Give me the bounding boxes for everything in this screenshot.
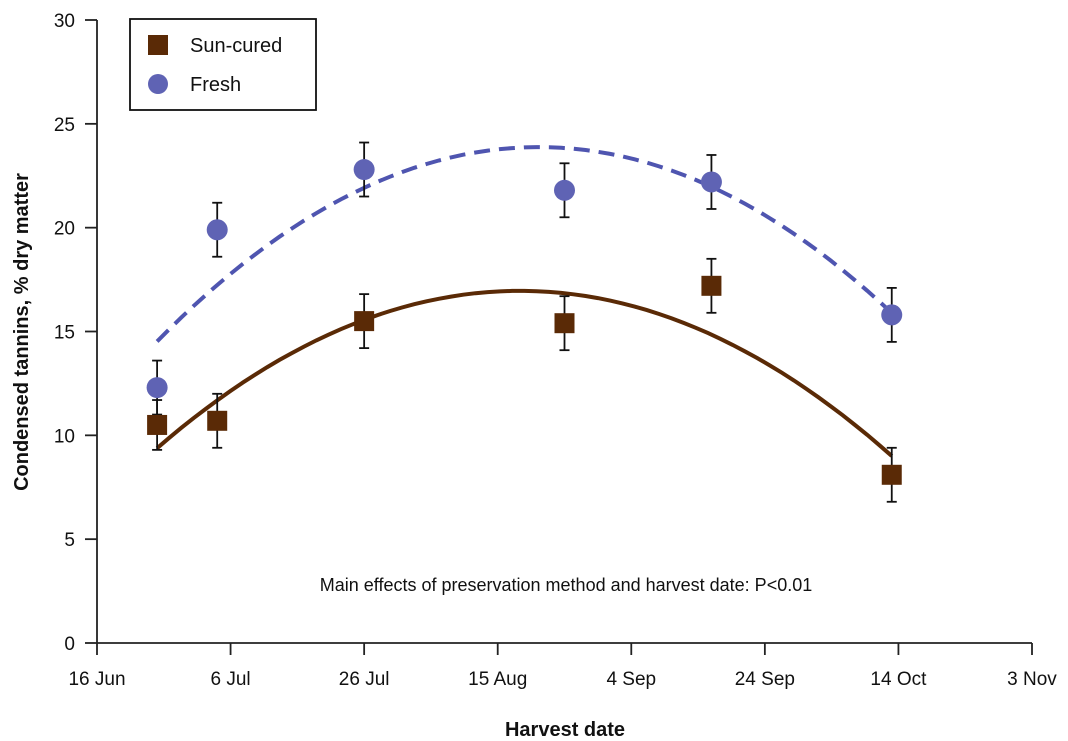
y-tick-label: 10 bbox=[54, 426, 75, 447]
data-point-sun-cured bbox=[147, 414, 168, 435]
x-tick-label: 4 Sep bbox=[606, 669, 656, 690]
y-tick-label: 20 bbox=[54, 219, 75, 240]
data-point-fresh bbox=[146, 377, 168, 399]
y-axis-title: Condensed tannins, % dry matter bbox=[11, 173, 33, 491]
legend-marker-fresh bbox=[148, 74, 168, 94]
x-tick-label: 14 Oct bbox=[870, 669, 927, 690]
y-tick-label: 25 bbox=[54, 115, 75, 136]
trend-line-fresh bbox=[155, 145, 894, 343]
data-point-fresh bbox=[206, 219, 228, 241]
data-point-sun-cured bbox=[701, 275, 722, 296]
x-ticks: 16 Jun 6 Jul 26 Jul 15 Aug 4 Sep 24 Sep 14 Oct… bbox=[68, 643, 1057, 690]
legend-label-sun-cured: Sun-cured bbox=[190, 35, 282, 57]
data-point-fresh bbox=[554, 179, 575, 201]
data-point-fresh bbox=[700, 171, 722, 193]
annotation: Main effects of preservation method and … bbox=[320, 575, 812, 595]
legend-marker-sun-cured bbox=[148, 35, 168, 55]
legend-label-fresh: Fresh bbox=[190, 74, 241, 96]
x-tick-label: 24 Sep bbox=[735, 669, 795, 690]
data-points bbox=[146, 159, 903, 485]
y-ticks: 0 5 10 15 20 25 30 bbox=[54, 11, 97, 655]
y-tick-label: 30 bbox=[54, 11, 75, 32]
y-tick-label: 5 bbox=[64, 530, 75, 551]
trend-line-sun-cured bbox=[155, 288, 894, 458]
data-point-sun-cured bbox=[207, 410, 228, 431]
x-tick-label: 3 Nov bbox=[1007, 669, 1057, 690]
x-tick-label: 15 Aug bbox=[468, 669, 527, 690]
y-tick-label: 0 bbox=[64, 634, 75, 655]
legend: Sun-cured Fresh bbox=[129, 18, 317, 111]
data-point-sun-cured bbox=[554, 313, 575, 334]
data-point-fresh bbox=[881, 304, 903, 326]
trend-lines bbox=[155, 145, 894, 458]
x-tick-label: 26 Jul bbox=[339, 669, 390, 690]
error-bars bbox=[152, 141, 897, 503]
y-tick-label: 15 bbox=[54, 323, 75, 344]
x-tick-label: 16 Jun bbox=[68, 669, 125, 690]
legend-box bbox=[129, 18, 317, 111]
data-point-fresh bbox=[353, 159, 375, 181]
data-point-sun-cured bbox=[354, 311, 375, 332]
data-point-sun-cured bbox=[881, 464, 902, 485]
x-tick-label: 6 Jul bbox=[211, 669, 251, 690]
x-axis-title: Harvest date bbox=[505, 719, 625, 741]
